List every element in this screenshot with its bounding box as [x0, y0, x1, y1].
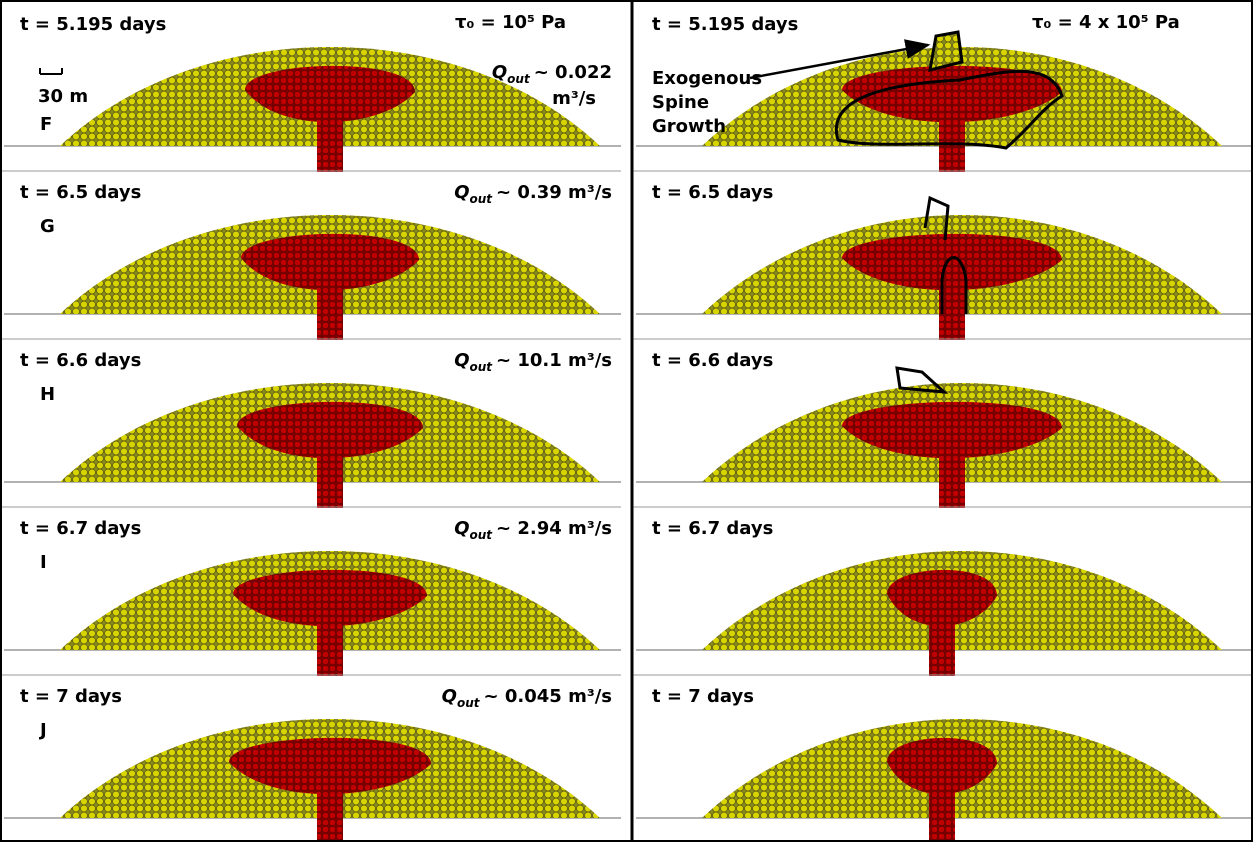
- flux-label: Qout~ 0.022: [492, 62, 612, 86]
- flux-value: ~ 0.022: [534, 62, 612, 83]
- flux-unit: m³/s: [552, 88, 596, 109]
- annotation: Exogenous: [652, 68, 762, 89]
- annotation: Spine: [652, 92, 709, 113]
- panel-letter: G: [40, 216, 55, 237]
- time-label: t = 7 days: [20, 686, 122, 707]
- conduit: [317, 110, 343, 172]
- time-label: t = 5.195 days: [652, 14, 798, 35]
- flux-value: ~ 0.045 m³/s: [484, 686, 612, 707]
- spine-outline: [930, 32, 962, 70]
- flux-label: Qout~ 2.94 m³/s: [454, 518, 612, 542]
- time-label: t = 6.6 days: [652, 350, 773, 371]
- time-label: t = 5.195 days: [20, 14, 166, 35]
- flux-value: ~ 10.1 m³/s: [496, 350, 612, 371]
- flux-symbol: Q: [492, 62, 507, 83]
- flux-subscript: out: [470, 192, 494, 206]
- tau-left: τ₀ = 10⁵ Pa: [455, 12, 566, 33]
- tau-right: τ₀ = 4 x 10⁵ Pa: [1032, 12, 1180, 33]
- flux-label: Qout~ 0.39 m³/s: [454, 182, 612, 206]
- panel-letter: J: [38, 720, 47, 741]
- flux-subscript: out: [457, 696, 481, 710]
- time-label: t = 6.5 days: [20, 182, 141, 203]
- conduit: [317, 278, 343, 340]
- conduit: [317, 446, 343, 508]
- flux-subscript: out: [507, 72, 531, 86]
- annotation: Growth: [652, 116, 726, 137]
- flux-label: Qout~ 0.045 m³/s: [442, 686, 612, 710]
- flux-symbol: Q: [454, 350, 469, 371]
- time-label: t = 6.5 days: [652, 182, 773, 203]
- panel-letter: H: [40, 384, 55, 405]
- conduit: [929, 614, 955, 676]
- flux-symbol: Q: [442, 686, 457, 707]
- time-label: t = 7 days: [652, 686, 754, 707]
- conduit: [929, 782, 955, 842]
- panel-letter: F: [40, 114, 52, 135]
- flux-symbol: Q: [454, 518, 469, 539]
- flux-subscript: out: [470, 360, 494, 374]
- flux-label: Qout~ 10.1 m³/s: [454, 350, 612, 374]
- figure: t = 5.195 daysFQout~ 0.022m³/st = 6.5 da…: [0, 0, 1253, 842]
- flux-value: ~ 0.39 m³/s: [496, 182, 612, 203]
- conduit: [317, 614, 343, 676]
- conduit: [939, 446, 965, 508]
- conduit: [317, 782, 343, 842]
- time-label: t = 6.6 days: [20, 350, 141, 371]
- scale-label: 30 m: [38, 86, 88, 107]
- panel-letter: I: [40, 552, 47, 573]
- flux-symbol: Q: [454, 182, 469, 203]
- flux-subscript: out: [470, 528, 494, 542]
- conduit: [939, 110, 965, 172]
- time-label: t = 6.7 days: [20, 518, 141, 539]
- time-label: t = 6.7 days: [652, 518, 773, 539]
- flux-value: ~ 2.94 m³/s: [496, 518, 612, 539]
